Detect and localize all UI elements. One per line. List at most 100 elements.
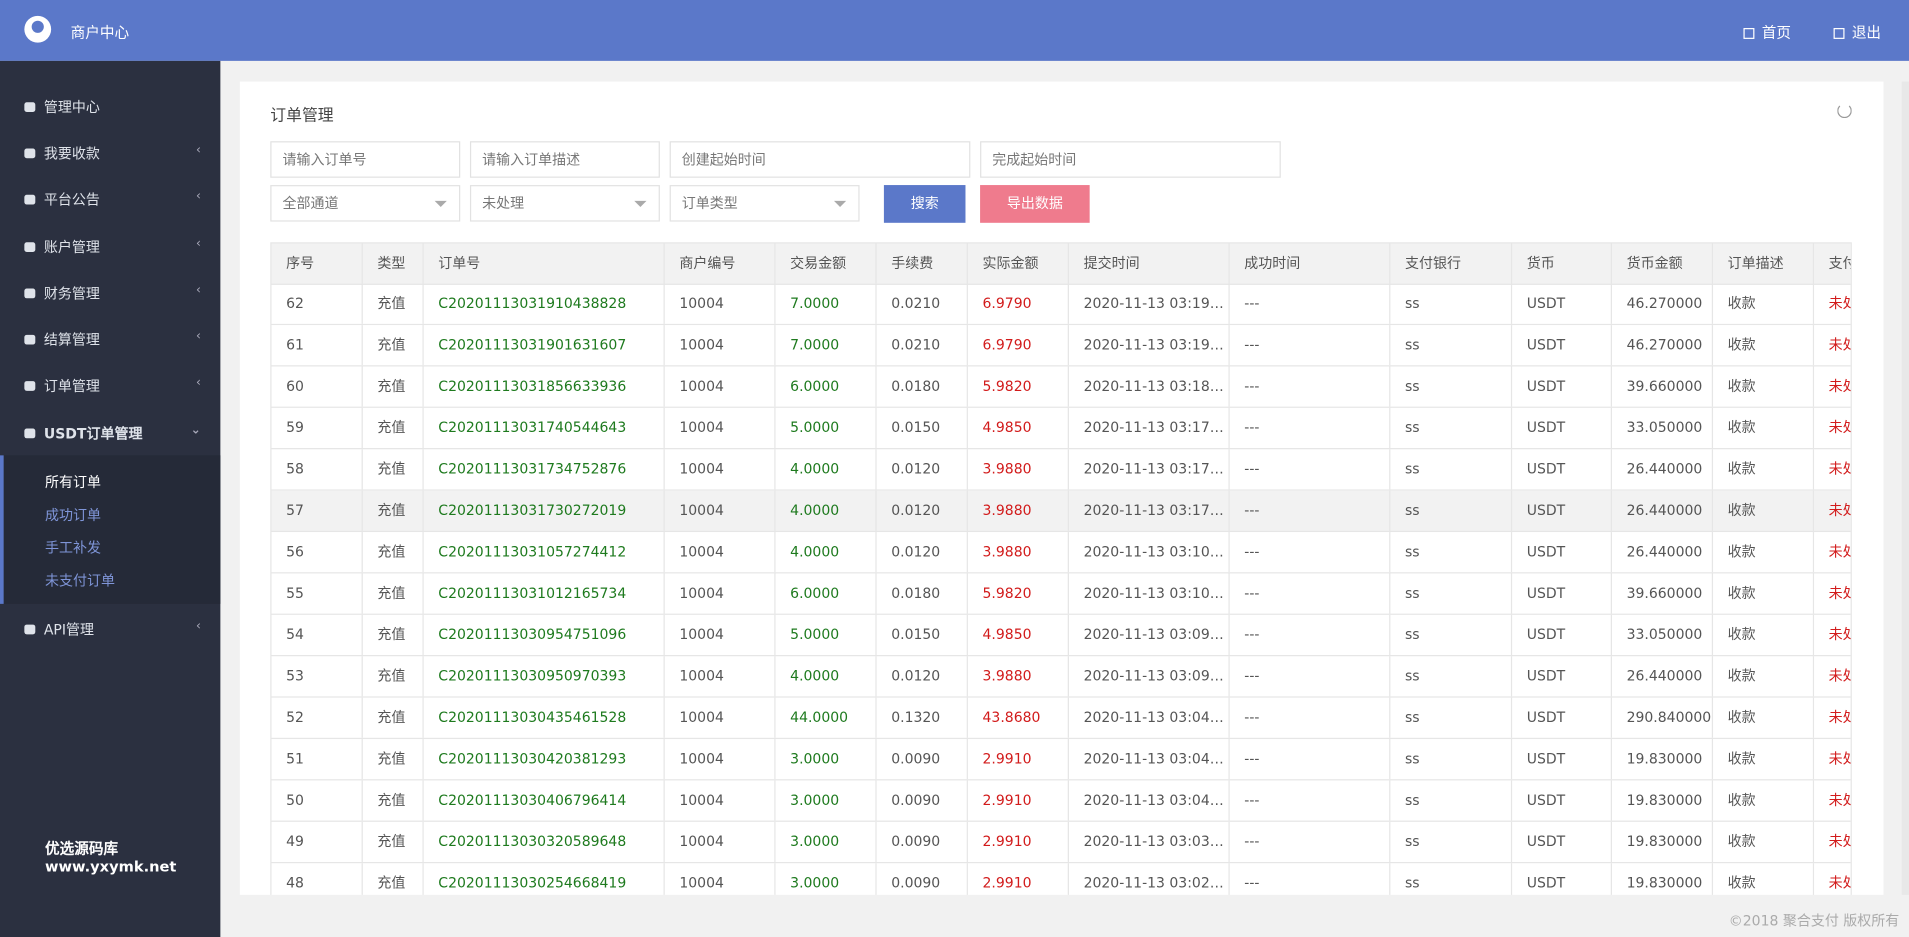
table-row[interactable]: 50 充值 C20201113030406796414 10004 3.0000 0.00… [271,780,1851,822]
table-cell: 10004 [663,490,775,531]
table-cell: 充值 [361,449,423,490]
submenu-item[interactable]: 所有订单 [45,473,102,491]
table-row[interactable]: 54 充值 C20201113030954751096 10004 5.0000 0.01… [271,614,1851,657]
input[interactable]: 请输入订单号 [270,141,461,178]
table-row[interactable]: 60 充值 C20201113031856633936 10004 6.0000 0.01… [271,366,1851,408]
table-cell: C20201113031012165734 [422,573,663,614]
export-button[interactable]: 导出数据 [980,185,1090,223]
table-row[interactable]: 53 充值 C20201113030950970393 10004 4.0000 0.01… [271,656,1851,698]
header-cell: 实际金额 [966,243,1068,284]
table-row[interactable]: 52 充值 C20201113030435461528 10004 44.0000 0.1… [271,697,1851,740]
table-cell: 26.440000 [1610,449,1712,490]
select[interactable]: 未处理 [469,185,660,222]
table-cell: 0.0150 [875,614,966,656]
table-row[interactable]: 51 充值 C20201113030420381293 10004 3.0000 0.00… [271,739,1851,781]
table-cell: 55 [286,584,304,602]
menu-item[interactable]: API管理 ‹ [24,620,201,639]
menu-item[interactable]: 平台公告 ‹ [24,190,201,209]
table-row[interactable]: 57 充值 C20201113031730272019 10004 4.0000 0.01… [271,490,1851,533]
table-cell: USDT [1510,407,1611,449]
table-cell: 2020-11-13 03:04:21 [1067,739,1228,780]
table-cell: 62 [286,294,304,312]
table-cell: --- [1228,780,1389,821]
table-cell: 6.9790 [966,325,1068,366]
table-cell: 0.0150 [875,407,966,449]
table-cell: 4.9850 [966,614,1068,656]
submenu-item[interactable]: 手工补发 [45,539,102,557]
submenu-item[interactable]: 成功订单 [45,506,102,524]
chevron: ‹ [196,376,201,390]
refresh-icon[interactable] [1837,103,1852,119]
menu-icon [24,428,36,439]
table-row[interactable]: 58 充值 C20201113031734752876 10004 4.0000 0.01… [271,449,1851,491]
menu-item[interactable]: 财务管理 ‹ [24,284,201,303]
table-cell: 0.0180 [875,573,966,614]
input[interactable]: 完成起始时间 [980,141,1281,178]
table-cell: ss [1389,697,1511,738]
table-cell: USDT [1510,449,1611,490]
header-cell: 商户编号 [663,243,775,284]
table-cell: 58 [286,460,304,478]
table-cell: USDT [1510,863,1611,895]
table-row[interactable]: 48 充值 C20201113030254668419 10004 3.0000 0.00… [272,863,1851,895]
page-title: 订单管理 [270,107,334,126]
table-row[interactable]: 56 充值 C20201113031057274412 10004 4.0000 0.01… [271,532,1851,574]
table-cell: --- [1228,283,1389,324]
table-cell: 49 [286,832,304,850]
select[interactable]: 全部通道 [270,185,461,222]
table-cell: 5.9820 [966,366,1068,407]
table-cell: 收款 [1711,697,1813,738]
table-cell: 2020-11-13 03:18:56 [1067,366,1228,407]
table-cell: C20201113031734752876 [422,449,663,490]
table-cell: 19.830000 [1610,780,1712,821]
top-bar: 商户中心 首页 退出 [0,0,1909,61]
menu-icon [24,148,36,159]
table-cell: 0.0090 [875,780,966,821]
table-cell: --- [1228,614,1389,656]
menu-icon [24,194,36,205]
nav-logout[interactable]: 退出 [1833,22,1881,43]
table-cell: 33.050000 [1610,407,1712,449]
table-cell: USDT [1510,532,1611,573]
menu-item[interactable]: 我要收款 ‹ [24,144,201,163]
input[interactable]: 请输入订单描述 [469,141,660,178]
table-row[interactable]: 61 充值 C20201113031901631607 10004 7.0000 0.02… [271,325,1851,367]
table-row[interactable]: 49 充值 C20201113030320589648 10004 3.0000 0.00… [271,821,1851,864]
table-cell: ss [1389,780,1511,821]
table-cell: C20201113031901631607 [422,325,663,366]
table-cell: 未处理 [1812,532,1851,573]
table-cell: --- [1228,407,1389,449]
table-row[interactable]: 59 充值 C20201113031740544643 10004 5.0000 0.01… [271,407,1851,450]
menu-item[interactable]: 账户管理 ‹ [24,237,201,256]
table-cell: 未处理 [1812,366,1851,407]
nav-home[interactable]: 首页 [1743,22,1791,43]
input[interactable]: 创建起始时间 [669,141,971,178]
table-cell: ss [1389,407,1511,449]
table-cell: 0.0090 [875,863,966,895]
table-cell: 3.9880 [966,656,1068,697]
menu-item[interactable]: 结算管理 ‹ [24,330,201,349]
menu-item[interactable]: 订单管理 ‹ [24,376,201,395]
footer: ©2018 聚合支付 版权所有 [1728,911,1900,929]
table-cell: USDT [1510,697,1611,738]
header-cell: 交易金额 [774,243,875,284]
table-cell: 0.0210 [875,325,966,366]
submenu-item[interactable]: 未支付订单 [45,572,116,590]
table-cell: 10004 [663,532,775,573]
table-cell: 53 [286,667,304,685]
table-cell: C20201113031910438828 [422,283,663,324]
table-cell: --- [1228,490,1389,531]
table-cell: 19.830000 [1610,821,1712,862]
table-cell: 未处理 [1812,739,1851,780]
menu-item[interactable]: 管理中心 [24,97,201,116]
table-cell: 充值 [361,697,423,738]
table-row[interactable]: 62 充值 C20201113031910438828 10004 7.0000 0.02… [271,283,1851,326]
menu-item[interactable]: USDT订单管理 ⌄ [24,424,201,443]
select[interactable]: 订单类型 [669,185,860,222]
search-button[interactable]: 搜索 [883,185,966,223]
table-cell: 10004 [663,697,775,738]
table-cell: 收款 [1711,490,1813,531]
table-cell: 充值 [361,325,423,366]
table-cell: 6.0000 [774,366,875,407]
table-row[interactable]: 55 充值 C20201113031012165734 10004 6.0000 0.01… [271,573,1851,615]
